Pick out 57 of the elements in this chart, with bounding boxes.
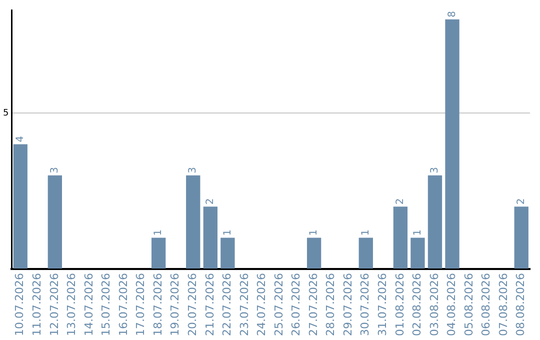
bar	[445, 19, 460, 269]
x-tick-label: 03.08.2026	[428, 273, 441, 336]
bar	[306, 238, 322, 269]
x-tick-label: 08.08.2026	[514, 273, 528, 336]
data-label: 1	[308, 229, 320, 236]
x-tick-label: 02.08.2026	[410, 273, 424, 336]
x-tick-label: 13.07.2026	[65, 273, 78, 336]
x-tick-label: 20.07.2026	[186, 273, 199, 336]
data-label: 1	[412, 229, 424, 236]
x-tick-label: 19.07.2026	[168, 273, 182, 336]
x-tick-label: 18.07.2026	[151, 273, 164, 336]
data-label: 3	[188, 167, 199, 174]
x-tick-label: 28.07.2026	[324, 273, 338, 336]
x-tick-label: 06.08.2026	[480, 273, 493, 336]
data-label: 2	[395, 198, 406, 205]
x-tick-label: 04.08.2026	[445, 273, 458, 336]
x-tick-label: 16.07.2026	[116, 273, 130, 336]
x-tick-label: 07.08.2026	[496, 273, 510, 336]
x-tick-label: 27.07.2026	[306, 273, 320, 336]
bar	[13, 144, 28, 269]
bar	[186, 175, 200, 269]
data-label: 3	[430, 167, 441, 174]
y-tick-label: 5	[2, 108, 9, 118]
bar	[428, 175, 442, 269]
x-tick-label: 01.08.2026	[393, 273, 406, 336]
x-tick-label: 12.07.2026	[48, 273, 61, 336]
data-label: 1	[360, 229, 372, 236]
x-tick-label: 31.07.2026	[376, 273, 390, 336]
bar	[393, 206, 408, 269]
bar	[48, 175, 62, 269]
bar	[220, 238, 235, 269]
x-tick-label: 11.07.2026	[30, 273, 44, 336]
data-label: 3	[50, 167, 61, 174]
x-tick-label: 24.07.2026	[255, 273, 268, 336]
x-tick-label: 23.07.2026	[238, 273, 251, 336]
data-label: 4	[14, 136, 26, 142]
x-tick-label: 15.07.2026	[100, 273, 113, 336]
x-tick-label: 22.07.2026	[220, 273, 234, 336]
data-label: 1	[153, 229, 164, 236]
x-tick-label: 25.07.2026	[272, 273, 286, 336]
x-tick-label: 14.07.2026	[82, 273, 96, 336]
x-tick-label: 26.07.2026	[290, 273, 303, 336]
bar	[514, 206, 528, 269]
x-tick-label: 29.07.2026	[341, 273, 354, 336]
bar	[358, 238, 373, 269]
x-tick-label: 10.07.2026	[13, 273, 26, 336]
x-tick-label: 21.07.2026	[203, 273, 216, 336]
x-tick-label: 30.07.2026	[358, 273, 372, 336]
bar	[151, 238, 166, 269]
data-label: 2	[516, 198, 527, 205]
bar	[410, 238, 425, 269]
data-label: 1	[222, 229, 234, 236]
x-tick-label: 17.07.2026	[134, 273, 148, 336]
data-label: 2	[204, 198, 216, 205]
bar	[203, 206, 218, 269]
x-tick-label: 05.08.2026	[462, 273, 476, 336]
data-label: 8	[446, 10, 458, 18]
